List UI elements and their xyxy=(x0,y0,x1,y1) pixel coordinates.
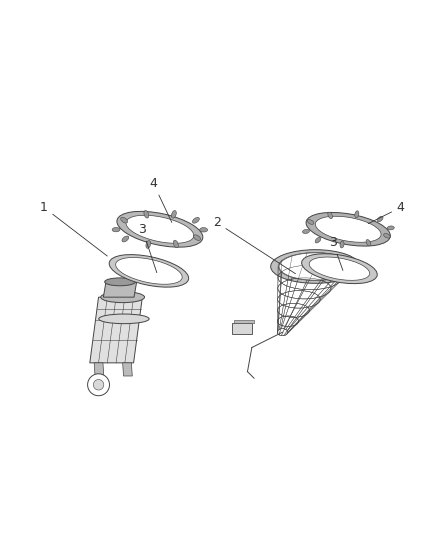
Ellipse shape xyxy=(309,257,370,280)
Ellipse shape xyxy=(328,212,332,219)
Ellipse shape xyxy=(302,254,377,284)
Ellipse shape xyxy=(200,228,208,232)
Circle shape xyxy=(88,374,110,395)
Ellipse shape xyxy=(146,240,151,248)
Ellipse shape xyxy=(173,240,178,248)
Ellipse shape xyxy=(387,226,394,230)
Polygon shape xyxy=(123,363,132,376)
Ellipse shape xyxy=(306,213,390,246)
Bar xyxy=(234,320,254,324)
Ellipse shape xyxy=(144,211,149,218)
Ellipse shape xyxy=(112,228,120,232)
Ellipse shape xyxy=(366,239,371,246)
Text: 4: 4 xyxy=(368,201,405,224)
Ellipse shape xyxy=(109,255,189,287)
Polygon shape xyxy=(90,297,142,363)
Ellipse shape xyxy=(121,217,127,223)
Polygon shape xyxy=(103,282,137,297)
Ellipse shape xyxy=(122,236,129,242)
Ellipse shape xyxy=(279,253,352,280)
Ellipse shape xyxy=(315,237,321,243)
Bar xyxy=(232,324,252,334)
Ellipse shape xyxy=(194,235,201,240)
Text: 1: 1 xyxy=(40,201,107,256)
Ellipse shape xyxy=(192,217,199,223)
Text: 4: 4 xyxy=(149,177,172,222)
Ellipse shape xyxy=(377,216,383,222)
Ellipse shape xyxy=(116,257,182,284)
Ellipse shape xyxy=(101,292,145,303)
Ellipse shape xyxy=(271,249,360,284)
Ellipse shape xyxy=(126,215,194,243)
Text: 2: 2 xyxy=(213,216,296,274)
Ellipse shape xyxy=(340,241,344,248)
Ellipse shape xyxy=(99,314,149,324)
Ellipse shape xyxy=(355,211,359,217)
Ellipse shape xyxy=(303,230,309,233)
Ellipse shape xyxy=(105,278,135,286)
Ellipse shape xyxy=(315,216,381,243)
Text: 3: 3 xyxy=(138,223,157,272)
Ellipse shape xyxy=(307,220,314,224)
Polygon shape xyxy=(94,363,104,376)
Circle shape xyxy=(93,379,104,390)
Ellipse shape xyxy=(117,212,203,247)
Ellipse shape xyxy=(171,211,177,218)
Text: 3: 3 xyxy=(329,236,343,270)
Ellipse shape xyxy=(384,233,390,238)
